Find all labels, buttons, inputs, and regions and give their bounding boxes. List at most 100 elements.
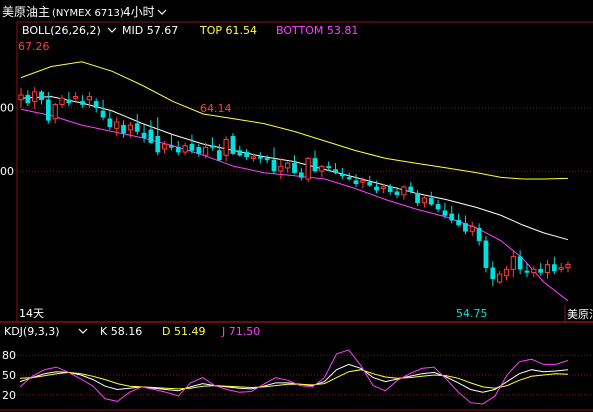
candle-body-down — [39, 91, 44, 101]
candlesticks — [18, 87, 571, 286]
candle-body-up — [565, 264, 571, 269]
candle-body-down — [107, 118, 113, 127]
candle — [45, 91, 51, 124]
candle-body-up — [182, 145, 188, 153]
candle — [428, 191, 434, 206]
candle-body-up — [558, 267, 564, 270]
instrument-title: 美原油主 — [2, 5, 50, 19]
candle — [86, 91, 92, 108]
mid-price-label: 64.14 — [200, 102, 232, 115]
candle-body-down — [326, 166, 332, 169]
kdj-k-line — [19, 363, 569, 393]
candle-body-up — [59, 97, 65, 106]
candle-body-down — [237, 150, 243, 156]
candle-body-up — [319, 165, 325, 172]
low-price-label: 54.75 — [456, 307, 488, 320]
candle — [127, 121, 134, 138]
candle-body-down — [45, 99, 51, 121]
kdj-chevron-down-icon[interactable] — [78, 328, 88, 334]
candle — [161, 140, 168, 154]
candle — [469, 221, 475, 237]
candle — [73, 91, 79, 103]
candle — [196, 144, 202, 157]
candle-body-down — [93, 101, 99, 108]
candle-body-down — [100, 110, 106, 118]
candle-body-down — [264, 158, 270, 161]
candle-body-down — [210, 145, 215, 148]
candle-body-down — [155, 135, 161, 153]
candle-body-up — [503, 268, 510, 277]
kdj-d-legend: D 51.49 — [162, 325, 205, 338]
candle-body-down — [442, 210, 448, 216]
boll-chevron-down-icon[interactable] — [107, 27, 117, 33]
candle — [442, 202, 448, 219]
candle — [189, 134, 195, 154]
candle — [524, 262, 530, 278]
candle-body-down — [25, 94, 31, 104]
candle-body-down — [456, 219, 461, 226]
candle — [380, 183, 387, 194]
candle-body-down — [121, 124, 126, 134]
kdj-grid — [17, 354, 593, 396]
candle — [476, 223, 482, 246]
kdj-indicator-label[interactable]: KDJ(9,3,3) — [4, 325, 60, 338]
candle-body-down — [538, 269, 544, 273]
candle-body-up — [497, 273, 503, 283]
candle-body-up — [202, 146, 209, 156]
candle — [435, 199, 441, 213]
candle-body-up — [73, 96, 79, 99]
range-label: 14天 — [19, 307, 44, 320]
kdj-y-tick-label: 50 — [2, 369, 16, 382]
candle — [558, 262, 564, 273]
candle-body-up — [421, 197, 428, 204]
candle — [237, 145, 243, 157]
kdj-lines — [19, 349, 569, 405]
candle-body-up — [285, 162, 291, 169]
kdj-k-legend: K 58.16 — [100, 325, 142, 338]
candle — [326, 161, 332, 172]
boll-indicator-label[interactable]: BOLL(26,26,2) — [22, 24, 101, 37]
candle-body-down — [230, 135, 236, 154]
candle — [346, 172, 352, 181]
candle — [93, 98, 99, 113]
candle — [244, 148, 250, 160]
candle — [292, 155, 297, 175]
candle-body-up — [161, 143, 168, 150]
candle — [312, 150, 318, 173]
candle — [503, 266, 510, 281]
candle-body-down — [428, 197, 434, 205]
candle — [497, 270, 503, 284]
instrument-side-label: 美原油 — [567, 307, 593, 321]
candle — [319, 164, 325, 178]
candle-body-down — [346, 177, 352, 180]
candle-body-up — [52, 104, 58, 120]
candle-body-up — [401, 186, 407, 196]
instrument-code: (NYMEX 6713) — [52, 8, 124, 19]
candle-body-down — [483, 240, 489, 268]
candle — [565, 261, 571, 273]
candle — [175, 140, 181, 156]
candle-body-down — [353, 180, 359, 185]
candle-body-down — [449, 213, 455, 221]
candle-body-down — [517, 256, 523, 270]
candle-body-down — [292, 162, 297, 173]
period-chevron-down-icon[interactable] — [157, 9, 167, 15]
candle-body-up — [86, 96, 92, 101]
kdj-y-tick-label: 20 — [2, 389, 16, 402]
candle-body-up — [278, 165, 284, 172]
candle — [100, 99, 106, 121]
candle-body-down — [524, 270, 530, 273]
boll-mid-legend: MID 57.67 — [122, 24, 178, 37]
candle — [121, 120, 126, 138]
candle — [59, 95, 65, 108]
candle — [250, 153, 257, 162]
candle — [216, 144, 222, 162]
candle-body-down — [312, 158, 318, 172]
candle — [387, 183, 393, 195]
candle — [210, 137, 215, 151]
candle — [367, 175, 373, 187]
period-selector[interactable]: 4小时 — [123, 5, 155, 19]
candle-body-down — [244, 151, 250, 158]
candle-body-down — [551, 264, 557, 272]
